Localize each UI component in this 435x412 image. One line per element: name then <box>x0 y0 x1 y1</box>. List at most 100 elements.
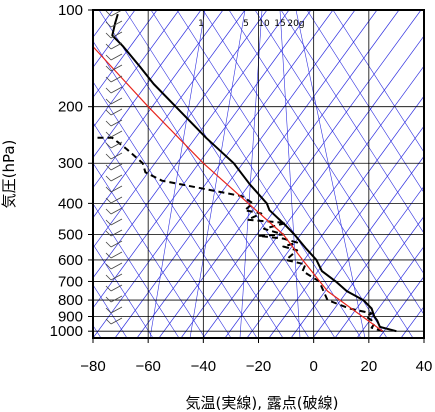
y-tick-label: 700 <box>58 273 83 290</box>
adiabat-line <box>254 10 424 275</box>
wind-barb-flag <box>105 76 112 83</box>
x-tick-label: −60 <box>135 358 160 375</box>
mixing-ratio-label: 5 <box>243 19 249 29</box>
wind-barb-flag <box>105 252 112 259</box>
y-tick-label: 600 <box>58 252 83 269</box>
adiabat-line <box>332 10 424 153</box>
isotherm-line <box>93 10 158 99</box>
adiabat-line <box>202 10 414 338</box>
isotherm-line <box>268 125 424 338</box>
wind-barb-flag <box>105 263 112 270</box>
wind-barb-flag <box>105 131 112 138</box>
y-tick-label: 200 <box>58 99 83 116</box>
y-axis-label: 気圧(hPa) <box>0 140 18 209</box>
wind-barb <box>110 174 123 182</box>
wind-barb <box>110 262 123 270</box>
x-axis-ticks: −80 −60 −40 −20 0 20 40 <box>80 338 432 375</box>
wind-barb <box>110 130 123 138</box>
wind-barb <box>110 251 123 259</box>
mixing-ratio-line <box>149 10 206 338</box>
isotherm-line <box>356 245 424 338</box>
wind-barb <box>110 152 123 160</box>
adiabat-line <box>280 10 424 234</box>
mixing-ratio-line <box>295 10 366 338</box>
adiabat-line <box>93 162 206 338</box>
adiabat-line <box>93 203 180 338</box>
isotherm-line <box>93 10 202 159</box>
wind-barb-flag <box>105 164 112 171</box>
wind-barb <box>110 119 123 127</box>
y-tick-label: 400 <box>58 195 83 212</box>
mixing-ratio-line <box>279 10 301 338</box>
wind-barb-flag <box>105 208 112 215</box>
mixing-ratio-label: 20g <box>287 19 304 29</box>
x-tick-label: −20 <box>246 358 271 375</box>
mixing-ratio-labels: 1 5 10 15 20g <box>198 19 304 29</box>
wind-barb-flag <box>105 307 112 314</box>
adiabat-line <box>93 40 284 338</box>
x-tick-label: −80 <box>80 358 105 375</box>
wind-barb-flag <box>105 241 112 248</box>
wind-barb-flag <box>105 43 112 50</box>
wind-barb-flag <box>105 120 112 127</box>
wind-barb <box>110 97 123 105</box>
wind-barbs <box>105 9 123 325</box>
x-tick-label: 40 <box>416 358 433 375</box>
isotherm-line <box>93 10 290 279</box>
wind-barb-flag <box>105 65 112 72</box>
wind-barb <box>110 185 123 193</box>
wind-barb <box>110 218 123 226</box>
wind-barb <box>110 86 123 94</box>
mixing-ratio-label: 10 <box>258 19 270 29</box>
wind-barb-flag <box>105 219 112 226</box>
wind-barb <box>110 273 123 281</box>
wind-barb-flag <box>105 10 112 17</box>
x-tick-label: −40 <box>191 358 216 375</box>
isotherm-line <box>93 10 334 338</box>
wind-barb-flag <box>105 98 112 105</box>
y-tick-label: 300 <box>58 155 83 172</box>
wind-barb <box>110 53 123 61</box>
isotherm-line <box>93 10 312 309</box>
wind-barb <box>110 64 123 72</box>
isotherm-line <box>334 215 424 338</box>
isotherm-line <box>93 10 268 249</box>
adiabat-line <box>93 121 232 338</box>
adiabat-line <box>93 81 258 338</box>
wind-barb-flag <box>105 296 112 303</box>
y-tick-label: 900 <box>58 308 83 325</box>
mixing-ratio-line <box>189 10 246 338</box>
vertical-grid <box>93 10 424 338</box>
adiabat-line <box>93 243 154 338</box>
wind-barb-flag <box>105 87 112 94</box>
wind-barb <box>110 284 123 292</box>
wind-barb <box>110 42 123 50</box>
adiabat-line <box>228 10 424 316</box>
y-tick-label: 1000 <box>50 323 83 340</box>
adiabat-line <box>150 10 362 338</box>
wind-barb <box>110 196 123 204</box>
x-tick-label: 0 <box>309 358 317 375</box>
wind-barb <box>110 317 123 325</box>
wind-barb-flag <box>105 186 112 193</box>
y-tick-label: 500 <box>58 227 83 244</box>
isotherm-grid <box>93 10 424 338</box>
reference_red-line <box>93 46 383 332</box>
wind-barb-flag <box>105 285 112 292</box>
wind-barb <box>110 20 123 28</box>
plot-area <box>93 10 424 338</box>
wind-barb-flag <box>105 318 112 325</box>
wind-barb-flag <box>105 142 112 149</box>
temperature-line <box>111 13 397 333</box>
wind-barb <box>110 229 123 237</box>
wind-barb-flag <box>105 54 112 61</box>
isotherm-line <box>114 10 356 338</box>
isotherm-line <box>312 185 424 338</box>
wind-barb-flag <box>105 230 112 237</box>
isotherm-line <box>202 35 424 338</box>
x-axis-label: 気温(実線), 露点(破線) <box>186 394 339 412</box>
wind-barb-flag <box>105 274 112 281</box>
isotherm-line <box>136 10 378 338</box>
y-tick-label: 800 <box>58 292 83 309</box>
isotherm-line <box>93 10 224 189</box>
